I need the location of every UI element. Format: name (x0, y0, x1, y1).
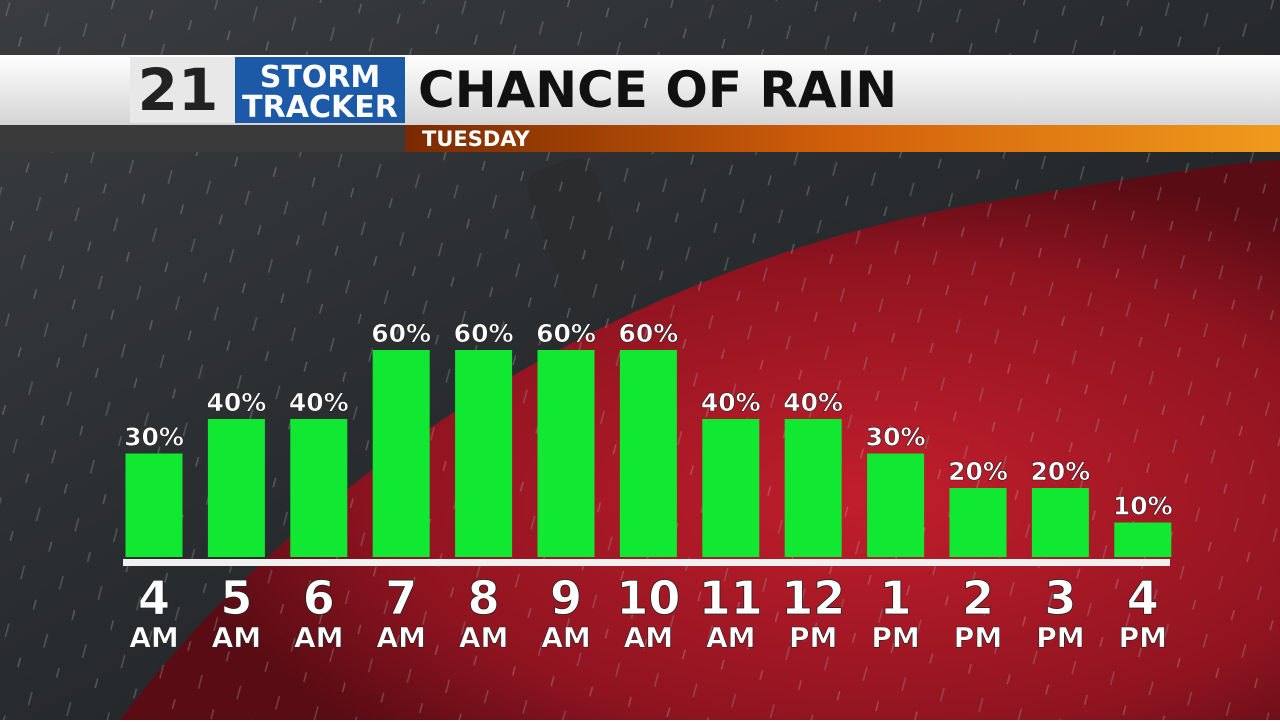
x-tick-period: PM (1036, 621, 1084, 654)
value-label: 60% (618, 319, 678, 348)
x-tick-label: 4 (138, 571, 170, 625)
x-tick-period: PM (871, 621, 919, 654)
x-tick-label: 5 (220, 571, 252, 625)
x-tick-label: 8 (468, 571, 500, 625)
x-tick-period: AM (706, 621, 756, 654)
bar (949, 488, 1007, 557)
logo-number-box (130, 57, 235, 123)
value-label: 60% (536, 319, 596, 348)
x-tick-period: AM (212, 621, 262, 654)
bar (1114, 522, 1172, 557)
x-tick-label: 3 (1044, 571, 1076, 625)
value-label: 30% (866, 423, 926, 452)
logo-number: 21 (138, 56, 219, 124)
subheader-left (0, 125, 405, 152)
chart-subtitle: TUESDAY (422, 127, 531, 151)
bar (702, 419, 760, 557)
x-tick-period: AM (541, 621, 591, 654)
bar (537, 350, 595, 557)
x-tick-period: AM (376, 621, 426, 654)
value-label: 30% (124, 423, 184, 452)
bar (372, 350, 430, 557)
value-label: 40% (206, 388, 266, 417)
x-tick-period: PM (954, 621, 1002, 654)
x-tick-label: 1 (880, 571, 912, 625)
value-label: 60% (454, 319, 514, 348)
x-tick-period: AM (459, 621, 509, 654)
subheader-bar (405, 125, 1280, 152)
value-label: 40% (701, 388, 761, 417)
baseline (123, 559, 1170, 566)
value-label: 60% (371, 319, 431, 348)
x-tick-period: AM (624, 621, 674, 654)
value-label: 20% (948, 457, 1008, 486)
x-tick-label: 4 (1127, 571, 1159, 625)
logo-box (235, 57, 405, 123)
x-tick-label: 12 (781, 571, 845, 625)
x-tick-label: 10 (616, 571, 680, 625)
x-tick-label: 6 (303, 571, 335, 625)
x-tick-period: AM (129, 621, 179, 654)
value-label: 10% (1113, 492, 1173, 521)
x-tick-period: PM (789, 621, 837, 654)
bar (125, 453, 183, 557)
chart-title: CHANCE OF RAIN (418, 61, 897, 119)
bar (784, 419, 842, 557)
value-label: 40% (289, 388, 349, 417)
bar (290, 419, 348, 557)
bar (207, 419, 265, 557)
x-tick-label: 2 (962, 571, 994, 625)
value-label: 20% (1030, 457, 1090, 486)
x-tick-label: 11 (699, 571, 763, 625)
bar (1031, 488, 1089, 557)
x-tick-period: AM (294, 621, 344, 654)
bar (455, 350, 513, 557)
x-tick-period: PM (1119, 621, 1167, 654)
bar (619, 350, 677, 557)
logo-line1: STORM (260, 60, 381, 95)
x-tick-label: 7 (385, 571, 417, 625)
x-tick-label: 9 (550, 571, 582, 625)
value-label: 40% (783, 388, 843, 417)
bar (867, 453, 925, 557)
logo-line2: TRACKER (242, 90, 398, 125)
